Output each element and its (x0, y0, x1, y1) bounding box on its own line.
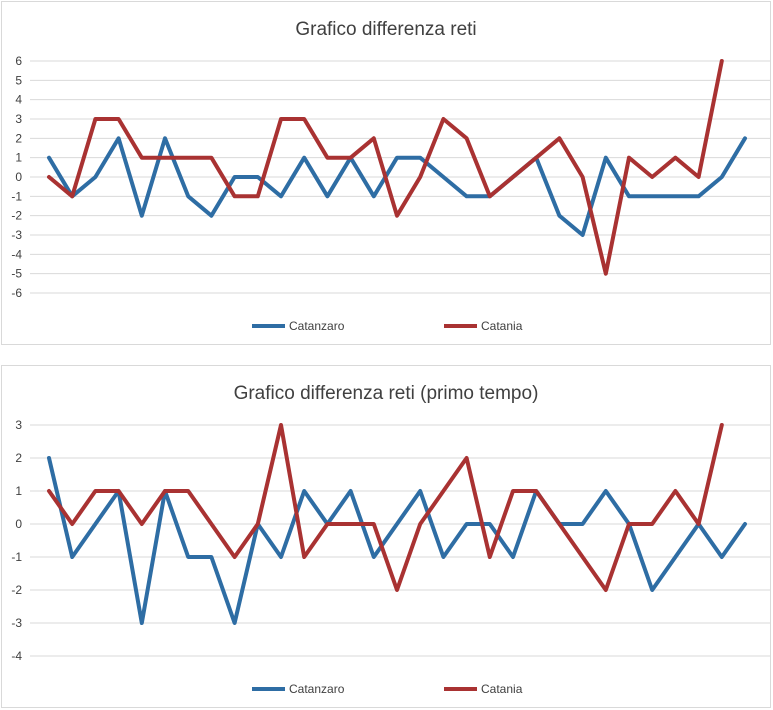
chart-2-legend: Catanzaro Catania (252, 682, 523, 696)
chart-1-y-tick-label: -3 (11, 228, 22, 242)
chart-1-y-tick-label: 3 (15, 112, 22, 126)
chart-1-series-catania-line (47, 59, 724, 276)
chart-1-legend: Catanzaro Catania (252, 319, 523, 333)
chart-1-y-tick-label: -2 (11, 209, 22, 223)
chart-2-y-tick-label: 1 (15, 484, 22, 498)
chart-panel-1: Grafico differenza reti 6 5 4 3 2 1 0 -1 -2 -3 -4 -… (1, 1, 771, 345)
chart-1-svg: Grafico differenza reti 6 5 4 3 2 1 0 -1 -2 -3 -4 -… (11, 19, 770, 333)
legend-2-catanzaro-label: Catanzaro (289, 682, 345, 696)
chart-1-y-tick-label: 4 (15, 93, 22, 107)
chart-1-title: Grafico differenza reti (295, 19, 476, 40)
chart-1-y-tick-label: 5 (15, 73, 22, 87)
chart-2-plot: 3 2 1 0 -1 -2 -3 -4 (11, 418, 770, 663)
chart-2-svg: Grafico differenza reti (primo tempo) 3 2… (11, 383, 770, 696)
chart-2-series-catania-line (47, 423, 724, 592)
chart-1-y-tick-label: -4 (11, 247, 22, 261)
chart-2-y-tick-label: 0 (15, 517, 22, 531)
chart-1-y-tick-label: -1 (11, 189, 22, 203)
chart-1-plot: 6 5 4 3 2 1 0 -1 -2 -3 -4 -5 -6 (11, 54, 770, 300)
chart-1-y-tick-label: 2 (15, 131, 22, 145)
chart-1-y-tick-label: -6 (11, 286, 22, 300)
chart-2-y-tick-label: -4 (11, 649, 22, 663)
chart-2-y-tick-label: 3 (15, 418, 22, 432)
legend-1-catania-label: Catania (481, 319, 523, 333)
chart-2-series-catanzaro-line (47, 456, 747, 625)
legend-2-catania-label: Catania (481, 682, 523, 696)
chart-2-title: Grafico differenza reti (primo tempo) (234, 383, 539, 404)
chart-2-y-tick-label: 2 (15, 451, 22, 465)
chart-1-y-tick-label: 1 (15, 151, 22, 165)
chart-2-y-tick-label: -1 (11, 550, 22, 564)
chart-2-y-tick-label: -3 (11, 616, 22, 630)
chart-panel-2: Grafico differenza reti (primo tempo) 3 2… (1, 365, 771, 708)
chart-1-y-tick-label: 6 (15, 54, 22, 68)
chart-1-y-tick-label: 0 (15, 170, 22, 184)
chart-2-y-tick-label: -2 (11, 583, 22, 597)
legend-1-catanzaro-label: Catanzaro (289, 319, 345, 333)
chart-1-series-catanzaro-line (47, 136, 747, 237)
chart-1-y-tick-label: -5 (11, 267, 22, 281)
